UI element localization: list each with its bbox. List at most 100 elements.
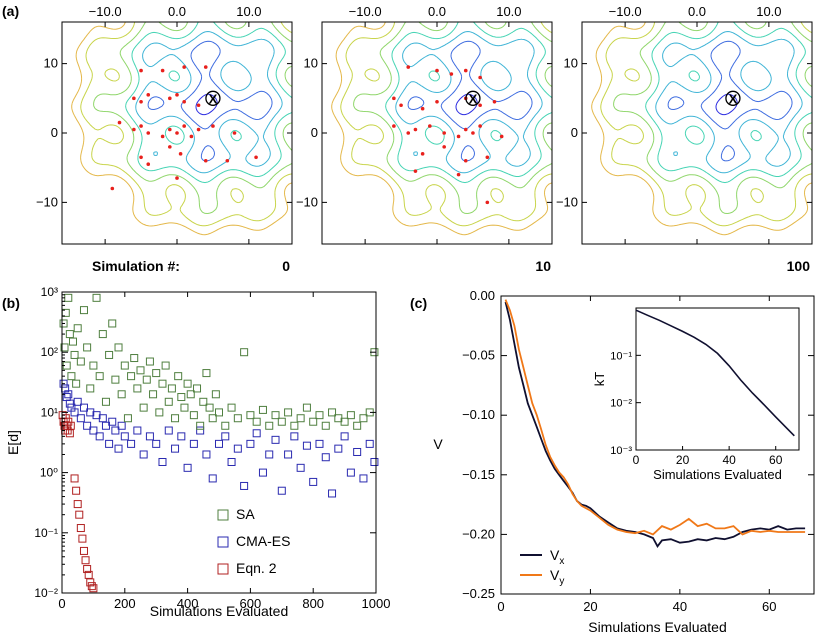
sample-point [168,96,172,101]
data-point-eqn-2 [65,429,74,438]
data-point-sa [227,403,236,412]
sample-point [399,103,403,108]
data-point-sa [142,375,151,384]
data-point-cma-es [221,432,230,441]
data-point-sa [271,411,280,420]
data-point-cma-es [164,426,173,435]
data-point-cma-es [328,489,337,498]
contour-level-4 [353,21,553,214]
contour-level-6 [591,21,813,236]
plot-frame [500,295,815,595]
data-point-sa [328,408,337,417]
data-point-cma-es [359,474,368,483]
legend-marker [217,509,229,521]
data-point-sa [233,414,242,423]
sample-point [182,65,186,69]
data-point-eqn-2 [66,421,75,430]
data-point-cma-es [196,426,205,435]
data-point-sa [111,375,120,384]
data-point-sa [302,403,311,412]
data-point-cma-es [334,444,343,453]
data-point-cma-es [133,426,142,435]
inset-y-tick-label: 10⁻³ [610,445,632,457]
data-point-eqn-2 [78,534,87,543]
inset-series-line [635,309,795,437]
x-tick-label: 0.0 [168,4,186,19]
sample-point [203,65,208,69]
sample-point [232,131,237,135]
x-tick-label: 40 [673,599,687,614]
data-point-sa [161,361,170,370]
sample-point [132,127,136,132]
sample-point [499,134,504,139]
x-tick-label: 0.0 [428,4,446,19]
data-point-sa [177,393,186,402]
data-point-cma-es [340,432,349,441]
data-point-sa [158,379,167,388]
data-point-cma-es [59,379,68,388]
contour-subplot-0: −10.0 0.0 10.0 10 0 −10 X [36,4,293,245]
data-point-sa [258,405,267,414]
data-point-cma-es [227,457,236,466]
sample-point [485,200,490,205]
data-point-eqn-2 [79,546,88,555]
data-point-sa [149,390,158,399]
data-point-cma-es [79,403,88,412]
sample-point [182,99,186,104]
data-point-sa [240,348,249,357]
y-tick-label: −0.25 [462,586,495,601]
data-point-cma-es [315,439,324,448]
data-point-sa [277,417,286,426]
data-point-cma-es [233,444,242,453]
data-point-cma-es [271,435,280,444]
sample-point [435,99,439,104]
data-point-cma-es [290,432,299,441]
contour-level-5 [340,21,553,227]
data-point-sa [164,397,173,406]
contour-level-2 [395,31,543,174]
data-point-cma-es [101,421,110,430]
x-tick-label: 60 [762,599,776,614]
line-panel: 0 20 40 60 0.00 −0.05 −0.10 −0.15 −0.20 −0.25 Simu… [433,288,815,635]
y-tick-label: 0.00 [470,288,495,303]
sample-point [406,131,411,135]
simulation-number-label: Simulation #: [92,258,180,274]
x-tick-label: 0 [497,599,504,614]
panel-label-c: (c) [410,295,427,311]
sample-point [478,75,482,80]
data-point-cma-es [177,432,186,441]
data-point-cma-es [309,477,318,486]
data-point-sa [79,306,88,315]
y-axis-label: V [433,436,443,452]
data-point-cma-es [189,439,198,448]
data-point-cma-es [365,439,374,448]
plot-frame [61,291,377,594]
data-point-cma-es [83,421,92,430]
data-point-cma-es [202,450,211,459]
data-point-sa [70,350,79,359]
sample-point [178,152,183,156]
sample-point [160,134,165,139]
y-tick-label: 10⁻² [34,586,58,600]
data-point-eqn-2 [89,584,98,593]
y-tick-label: 10² [41,345,58,359]
sample-point [182,124,186,128]
simulation-value-0: 0 [282,258,290,274]
inset-y-tick-label: 10⁻² [610,398,632,410]
contour-level-2 [655,31,803,174]
y-tick-label: 10 [44,56,58,71]
sample-point [168,145,172,149]
data-point-sa [86,384,95,393]
sample-point [225,158,230,163]
sample-point [139,155,143,160]
data-point-eqn-2 [84,570,93,579]
data-point-cma-es [120,432,129,441]
data-point-cma-es [302,441,311,450]
sample-point [406,65,411,69]
legend-label: Vy [550,567,564,587]
sample-point [146,162,151,167]
data-point-sa [189,411,198,420]
sample-point [175,176,179,180]
data-point-sa [89,361,98,370]
